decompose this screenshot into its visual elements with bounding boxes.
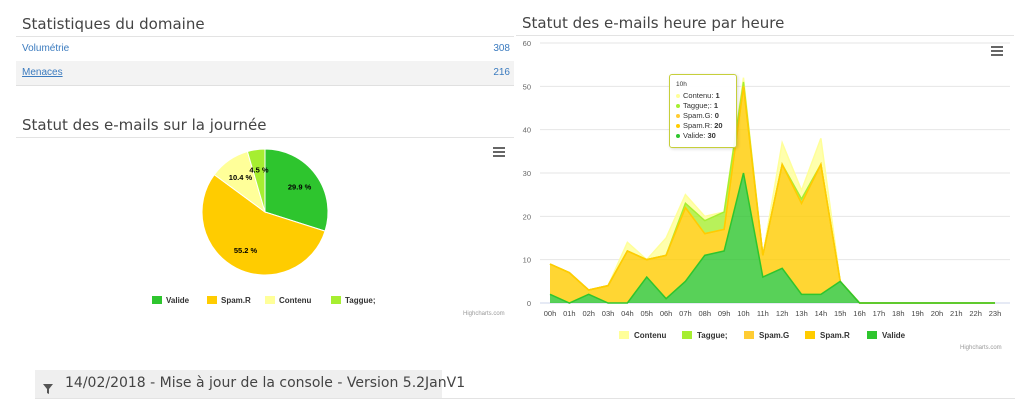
divider <box>16 36 514 37</box>
x-tick-label: 02h <box>582 309 595 318</box>
tooltip-row-spamg: Spam.G: 0 <box>676 111 719 120</box>
x-tick-label: 16h <box>853 309 866 318</box>
legend-swatch[interactable] <box>867 331 877 339</box>
legend-item[interactable]: Contenu <box>634 331 667 340</box>
area-chart-title: Statut des e-mails heure par heure <box>522 14 785 32</box>
area-chart-menu-icon[interactable] <box>991 46 1003 56</box>
stats-title: Statistiques du domaine <box>22 15 205 33</box>
legend-swatch[interactable] <box>207 296 217 304</box>
x-tick-label: 15h <box>834 309 847 318</box>
x-tick-label: 21h <box>950 309 963 318</box>
legend-swatch[interactable] <box>805 331 815 339</box>
pie-data-label: 4.5 % <box>249 166 269 175</box>
x-tick-label: 14h <box>815 309 828 318</box>
x-tick-label: 06h <box>660 309 673 318</box>
pie-slice-taggue[interactable] <box>246 148 266 213</box>
legend-item[interactable]: Taggue; <box>697 331 728 340</box>
pie-slice-valide[interactable] <box>264 148 329 232</box>
x-tick-label: 11h <box>757 309 769 318</box>
legend-swatch[interactable] <box>265 296 275 304</box>
tooltip-row-contenu: Contenu: 1 <box>676 91 720 100</box>
pie-chart-title: Statut des e-mails sur la journée <box>22 116 267 134</box>
x-tick-label: 18h <box>892 309 905 318</box>
divider <box>16 137 514 138</box>
x-tick-label: 05h <box>640 309 653 318</box>
x-tick-label: 17h <box>873 309 886 318</box>
x-tick-label: 23h <box>989 309 1002 318</box>
update-notice-text: 14/02/2018 - Mise à jour de la console -… <box>65 375 466 391</box>
y-tick-label: 60 <box>523 39 531 48</box>
x-tick-label: 20h <box>931 309 944 318</box>
y-tick-label: 40 <box>523 126 531 135</box>
y-tick-label: 0 <box>527 299 531 308</box>
pie-slice-spamr[interactable] <box>201 173 326 276</box>
x-tick-label: 12h <box>776 309 789 318</box>
filter-icon <box>43 379 53 398</box>
stats-row-menaces: Menaces 216 <box>16 61 514 86</box>
x-tick-label: 13h <box>795 309 808 318</box>
legend-item[interactable]: Spam.G <box>759 331 789 340</box>
tooltip-row-taggue: Taggue;: 1 <box>676 101 718 110</box>
volumetrie-value: 308 <box>493 43 510 54</box>
area-series-spamr[interactable] <box>550 86 995 303</box>
x-tick-label: 22h <box>969 309 982 318</box>
y-tick-label: 20 <box>523 212 531 221</box>
legend-swatch[interactable] <box>331 296 341 304</box>
area-chart-credit[interactable]: Highcharts.com <box>960 345 1002 351</box>
pie-data-label: 10.4 % <box>229 173 253 182</box>
divider <box>516 35 1014 36</box>
y-tick-label: 10 <box>523 256 531 265</box>
menaces-link[interactable]: Menaces <box>22 67 63 78</box>
legend-item[interactable]: Valide <box>166 296 190 305</box>
y-tick-label: 30 <box>523 169 531 178</box>
legend-item[interactable]: Spam.R <box>820 331 850 340</box>
pie-data-label: 55.2 % <box>234 246 258 255</box>
legend-item[interactable]: Contenu <box>279 296 312 305</box>
x-tick-label: 19h <box>911 309 924 318</box>
tooltip-row-valide: Valide: 30 <box>676 131 716 140</box>
y-tick-label: 50 <box>523 82 531 91</box>
menaces-value: 216 <box>493 67 510 78</box>
x-tick-label: 03h <box>602 309 615 318</box>
stats-row-volumetrie: Volumétrie 308 <box>16 37 514 61</box>
legend-swatch[interactable] <box>744 331 754 339</box>
pie-chart-credit[interactable]: Highcharts.com <box>463 311 505 317</box>
legend-swatch[interactable] <box>682 331 692 339</box>
volumetrie-link[interactable]: Volumétrie <box>22 43 70 54</box>
legend-swatch[interactable] <box>152 296 162 304</box>
legend-swatch[interactable] <box>619 331 629 339</box>
update-notice[interactable]: 14/02/2018 - Mise à jour de la console -… <box>35 370 465 398</box>
x-tick-label: 10h <box>737 309 750 318</box>
legend-item[interactable]: Spam.R <box>221 296 251 305</box>
legend-item[interactable]: Valide <box>882 331 906 340</box>
x-tick-label: 07h <box>679 309 692 318</box>
pie-chart-menu-icon[interactable] <box>493 147 505 157</box>
pie-data-label: 29.9 % <box>288 183 312 192</box>
x-tick-label: 01h <box>563 309 576 318</box>
tooltip-header: 10h <box>676 81 687 88</box>
area-series-line <box>549 172 995 304</box>
area-series-contenu[interactable] <box>550 77 995 304</box>
x-tick-label: 09h <box>718 309 731 318</box>
divider <box>35 398 1015 399</box>
legend-item[interactable]: Taggue; <box>345 296 376 305</box>
x-tick-label: 08h <box>699 309 712 318</box>
tooltip-row-spamr: Spam.R: 20 <box>676 121 723 130</box>
area-series-valide[interactable] <box>550 173 995 303</box>
x-tick-label: 00h <box>544 309 557 318</box>
chart-tooltip: 10h Contenu: 1 Taggue;: 1 Spam.G: 0 Spam… <box>669 74 737 148</box>
x-tick-label: 04h <box>621 309 634 318</box>
